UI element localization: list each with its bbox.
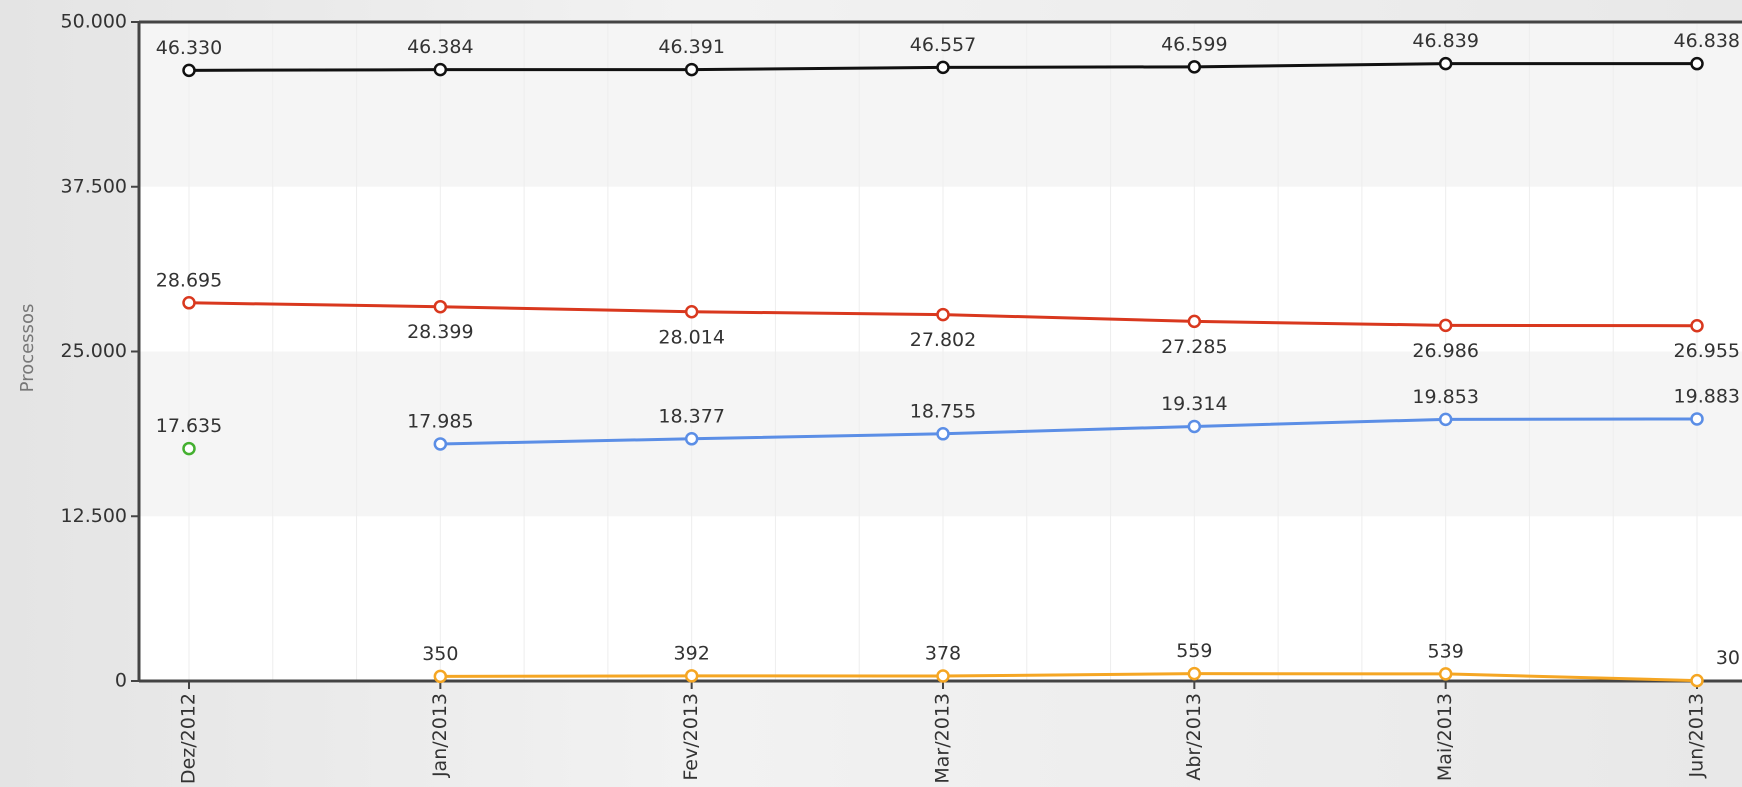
data-point xyxy=(433,669,448,684)
data-label: 46.838 xyxy=(1674,30,1740,52)
data-label: 19.883 xyxy=(1674,385,1740,407)
x-tick-label: Jan/2013 xyxy=(429,693,451,778)
data-point xyxy=(1438,412,1453,427)
data-label: 46.557 xyxy=(910,34,976,56)
y-tick-label: 50.000 xyxy=(61,11,127,33)
data-label: 27.802 xyxy=(910,329,976,351)
data-point xyxy=(684,305,699,319)
data-point xyxy=(1690,412,1704,426)
x-tick-label: Jun/2013 xyxy=(1686,693,1708,778)
data-label: 19.853 xyxy=(1412,386,1478,408)
series-line xyxy=(440,672,1698,683)
data-point xyxy=(1187,419,1202,434)
data-point xyxy=(936,307,950,322)
data-point xyxy=(684,62,699,77)
data-label: 46.391 xyxy=(658,36,724,58)
y-tick-label: 37.500 xyxy=(61,175,127,197)
data-point xyxy=(1438,667,1453,681)
data-point xyxy=(936,60,950,75)
y-tick-label: 25.000 xyxy=(61,340,127,362)
data-label: 46.599 xyxy=(1161,33,1227,55)
data-label: 28.695 xyxy=(156,269,222,291)
data-label: 46.384 xyxy=(407,36,473,58)
data-point xyxy=(433,62,448,77)
data-label: 18.755 xyxy=(910,400,976,422)
data-label: 28.014 xyxy=(658,326,724,348)
data-label: 46.839 xyxy=(1412,30,1478,52)
data-label: 28.399 xyxy=(407,321,473,343)
data-label: 17.635 xyxy=(156,415,222,437)
data-point xyxy=(433,299,448,314)
data-label: 539 xyxy=(1428,640,1464,662)
data-point xyxy=(182,441,196,456)
x-tick-label: Abr/2013 xyxy=(1183,693,1205,781)
data-point xyxy=(1690,56,1704,71)
data-label: 19.314 xyxy=(1161,393,1227,415)
data-point xyxy=(936,427,950,441)
plot-band xyxy=(139,22,1742,187)
data-point xyxy=(1438,318,1453,333)
x-tick-label: Mai/2013 xyxy=(1434,693,1456,781)
y-axis-title: Processos xyxy=(17,304,38,393)
data-label: 26.986 xyxy=(1412,340,1478,362)
data-label: 26.955 xyxy=(1674,340,1740,362)
data-point xyxy=(182,296,196,310)
data-label: 18.377 xyxy=(658,405,724,427)
data-point xyxy=(1438,56,1453,71)
data-label: 378 xyxy=(925,643,961,665)
data-point xyxy=(1187,666,1202,681)
data-point xyxy=(1187,60,1202,74)
data-label: 27.285 xyxy=(1161,336,1227,358)
data-point xyxy=(936,669,950,683)
data-label: 46.330 xyxy=(156,37,222,59)
data-point xyxy=(182,63,196,78)
series-line xyxy=(440,417,1698,446)
x-tick-label: Mar/2013 xyxy=(932,693,954,784)
x-tick-label: Dez/2012 xyxy=(178,693,200,784)
data-point xyxy=(1690,673,1704,688)
data-point xyxy=(684,669,699,683)
data-point xyxy=(684,432,699,446)
data-label: 17.985 xyxy=(407,410,473,432)
data-label: 392 xyxy=(674,642,710,664)
y-tick-label: 0 xyxy=(115,670,127,692)
data-point xyxy=(1187,314,1202,329)
data-label: 559 xyxy=(1176,640,1212,662)
data-label: 30 xyxy=(1716,647,1740,669)
data-point xyxy=(433,437,448,451)
data-label: 350 xyxy=(422,643,458,665)
y-tick-label: 12.500 xyxy=(61,505,127,527)
x-tick-label: Fev/2013 xyxy=(680,693,702,781)
data-point xyxy=(1690,318,1704,333)
